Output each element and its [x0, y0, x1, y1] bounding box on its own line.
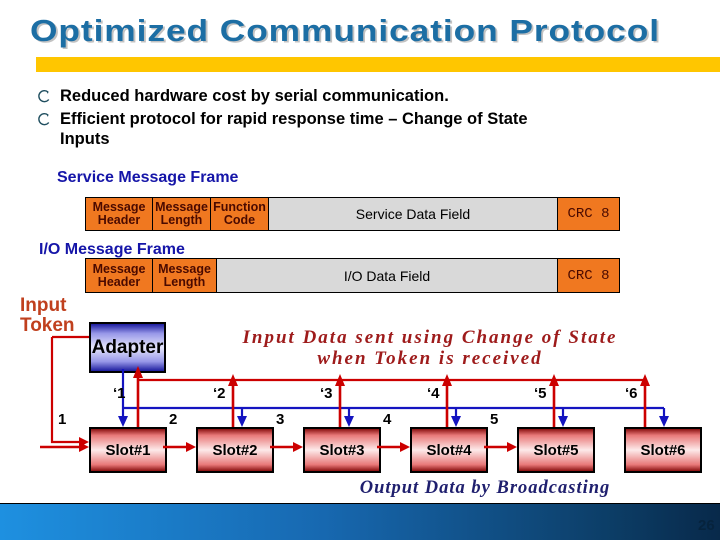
svg-text:4: 4 [383, 411, 392, 428]
svg-text:‘6: ‘6 [625, 385, 638, 402]
svg-text:‘4: ‘4 [427, 385, 440, 402]
svg-text:5: 5 [490, 411, 498, 428]
svg-text:1: 1 [58, 411, 66, 428]
svg-text:‘3: ‘3 [320, 385, 333, 402]
svg-text:‘5: ‘5 [534, 385, 547, 402]
svg-text:‘1: ‘1 [113, 385, 126, 402]
svg-text:‘2: ‘2 [213, 385, 226, 402]
svg-text:3: 3 [276, 411, 284, 428]
svg-text:2: 2 [169, 411, 177, 428]
